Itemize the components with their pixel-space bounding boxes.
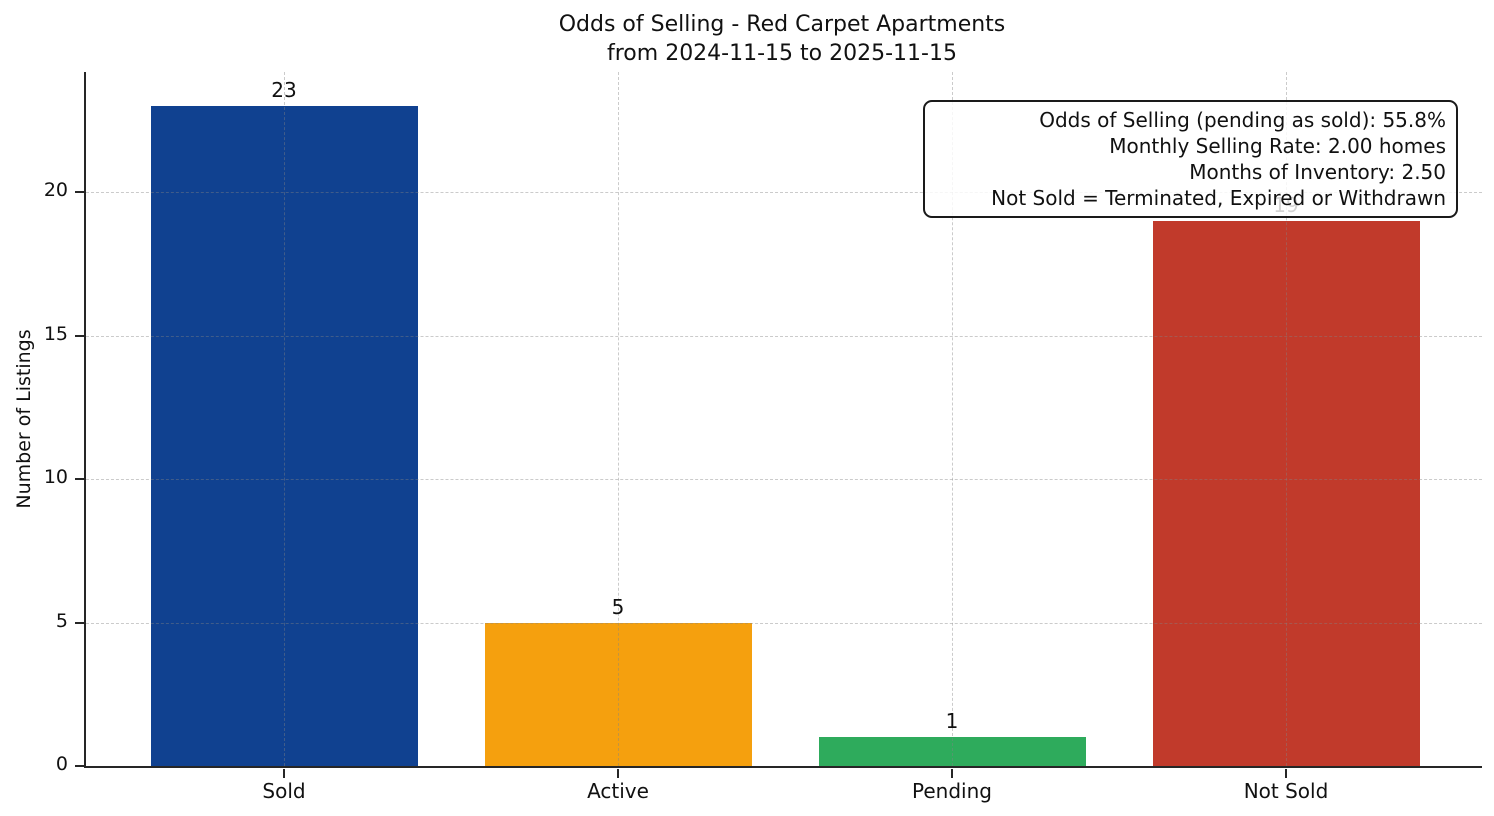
y-tick-mark-20 xyxy=(75,191,84,194)
y-tick-mark-5 xyxy=(75,621,84,624)
stats-annotation-box: Odds of Selling (pending as sold): 55.8%… xyxy=(923,100,1458,218)
title-block: Odds of Selling - Red Carpet Apartments … xyxy=(84,10,1480,68)
bar-pending xyxy=(818,737,1086,766)
x-tick-label-active: Active xyxy=(587,779,649,803)
x-tick-label-sold: Sold xyxy=(262,779,306,803)
gridline-horizontal-5 xyxy=(86,622,1482,624)
bar-value-label-sold: 23 xyxy=(271,78,297,103)
y-tick-label-20: 20 xyxy=(43,179,68,202)
annotation-line-not-sold-note: Not Sold = Terminated, Expired or Withdr… xyxy=(991,186,1446,210)
bar-value-label-active: 5 xyxy=(611,594,625,619)
chart-subtitle: from 2024-11-15 to 2025-11-15 xyxy=(607,41,957,66)
y-tick-label-5: 5 xyxy=(55,609,68,632)
y-tick-mark-15 xyxy=(75,334,84,337)
x-tick-mark-sold xyxy=(283,769,285,778)
gridline-horizontal-15 xyxy=(86,335,1482,337)
gridline-horizontal-20 xyxy=(86,192,1482,194)
bar-value-label-pending: 1 xyxy=(945,709,959,734)
gridline-horizontal-10 xyxy=(86,479,1482,481)
bar-active xyxy=(484,622,752,766)
y-tick-label-10: 10 xyxy=(43,466,68,489)
gridline-vertical-not-sold xyxy=(1286,72,1287,766)
x-tick-label-not-sold: Not Sold xyxy=(1243,779,1329,803)
x-tick-label-pending: Pending xyxy=(912,779,992,803)
x-tick-mark-not-sold xyxy=(1285,769,1287,778)
gridline-vertical-sold xyxy=(284,72,285,766)
x-tick-mark-pending xyxy=(951,769,953,778)
y-tick-mark-10 xyxy=(75,478,84,481)
bar-sold xyxy=(150,106,418,766)
y-tick-label-0: 0 xyxy=(55,753,68,775)
x-tick-mark-active xyxy=(617,769,619,778)
y-tick-label-15: 15 xyxy=(43,322,68,345)
y-tick-mark-0 xyxy=(75,765,84,767)
annotation-line-inventory: Months of Inventory: 2.50 xyxy=(1189,160,1446,184)
bar-not-sold xyxy=(1152,221,1420,766)
gridline-vertical-active xyxy=(618,72,619,766)
chart-title: Odds of Selling - Red Carpet Apartments xyxy=(558,12,1006,37)
annotation-line-selling-rate: Monthly Selling Rate: 2.00 homes xyxy=(1109,134,1446,158)
gridline-vertical-pending xyxy=(952,72,953,766)
annotation-line-odds: Odds of Selling (pending as sold): 55.8% xyxy=(1039,108,1446,132)
plot-area: 0510152023Sold5Active1Pending19Not Sold xyxy=(44,72,1482,803)
